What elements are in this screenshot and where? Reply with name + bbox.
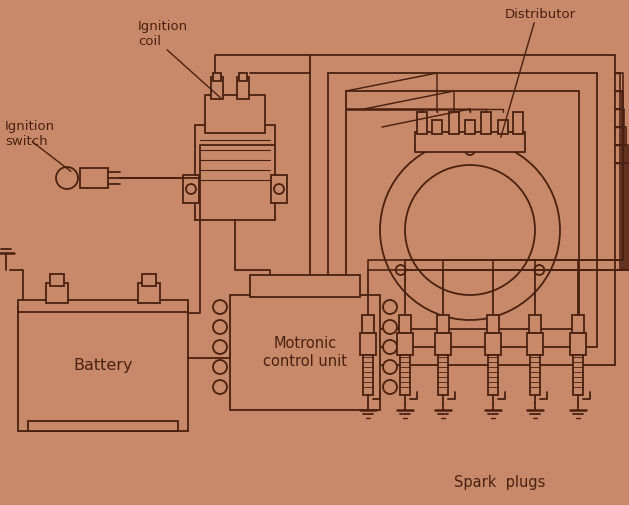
Bar [50, 274, 64, 286]
Circle shape [383, 360, 397, 374]
Bar [513, 112, 523, 134]
Bar [465, 120, 475, 134]
Bar [205, 95, 265, 133]
Bar [527, 333, 543, 355]
Bar [363, 355, 373, 395]
Bar [46, 283, 68, 303]
Circle shape [186, 184, 196, 194]
Circle shape [383, 300, 397, 314]
Bar [570, 333, 586, 355]
Bar [481, 112, 491, 134]
Text: Spark  plugs: Spark plugs [454, 475, 546, 490]
Circle shape [213, 380, 227, 394]
Bar [485, 333, 501, 355]
Bar [362, 315, 374, 333]
Bar [415, 132, 525, 152]
Bar [572, 315, 584, 333]
Circle shape [465, 145, 475, 155]
Bar [437, 315, 449, 333]
Bar [529, 315, 541, 333]
Bar [237, 77, 249, 99]
Circle shape [56, 167, 78, 189]
Circle shape [383, 320, 397, 334]
Bar [142, 274, 156, 286]
Circle shape [274, 184, 284, 194]
Bar [230, 295, 380, 410]
Bar [250, 275, 360, 297]
Circle shape [213, 360, 227, 374]
Bar [435, 333, 451, 355]
Bar [213, 73, 221, 81]
Bar [211, 77, 223, 99]
Text: Ignition
switch: Ignition switch [5, 120, 55, 148]
Circle shape [213, 300, 227, 314]
Bar [183, 175, 199, 203]
Bar [488, 355, 498, 395]
Bar [346, 91, 579, 329]
Bar [310, 55, 615, 365]
Text: Battery: Battery [73, 358, 133, 373]
Bar [438, 355, 448, 395]
Text: Motronic
control unit: Motronic control unit [263, 336, 347, 369]
Circle shape [213, 340, 227, 354]
Bar [239, 73, 247, 81]
Circle shape [534, 265, 544, 275]
Bar [573, 355, 583, 395]
Bar [80, 168, 108, 188]
Text: Ignition
coil: Ignition coil [138, 20, 188, 48]
Bar [138, 283, 160, 303]
Bar [18, 300, 188, 312]
Circle shape [383, 340, 397, 354]
Bar [400, 355, 410, 395]
Circle shape [396, 265, 406, 275]
Circle shape [213, 320, 227, 334]
Bar [487, 315, 499, 333]
Bar [449, 112, 459, 134]
Bar [498, 120, 508, 134]
Bar [18, 306, 188, 431]
Bar [28, 421, 178, 431]
Bar [271, 175, 287, 203]
Bar [328, 73, 597, 347]
Text: Distributor: Distributor [505, 8, 576, 21]
Circle shape [380, 140, 560, 320]
Bar [530, 355, 540, 395]
Bar [417, 112, 427, 134]
Bar [195, 125, 275, 220]
Bar [432, 120, 442, 134]
Circle shape [383, 380, 397, 394]
Circle shape [405, 165, 535, 295]
Bar [360, 333, 376, 355]
Bar [399, 315, 411, 333]
Bar [397, 333, 413, 355]
